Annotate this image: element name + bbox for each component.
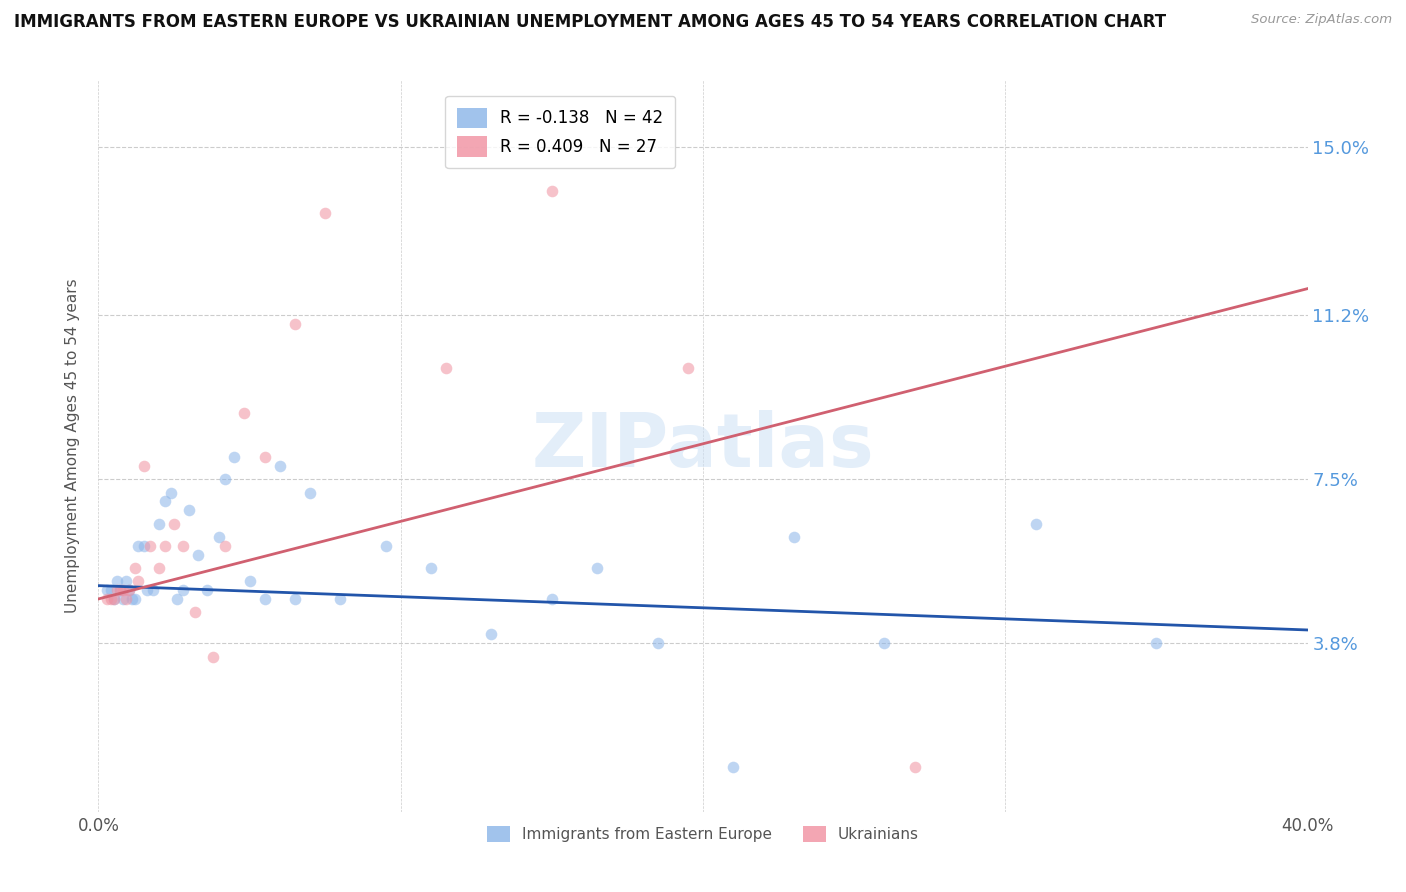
Point — [239, 574, 262, 589]
Point — [783, 530, 806, 544]
Point — [121, 591, 143, 606]
Point — [148, 516, 170, 531]
Point — [96, 583, 118, 598]
Point — [420, 561, 443, 575]
Point — [139, 539, 162, 553]
Point — [132, 458, 155, 473]
Point — [195, 583, 218, 598]
Point — [103, 591, 125, 606]
Point — [148, 561, 170, 575]
Point — [127, 539, 149, 553]
Point — [114, 591, 136, 606]
Point — [111, 591, 134, 606]
Point — [723, 760, 745, 774]
Point — [284, 317, 307, 331]
Point — [132, 539, 155, 553]
Point — [124, 591, 146, 606]
Point — [135, 583, 157, 598]
Point — [105, 574, 128, 589]
Text: IMMIGRANTS FROM EASTERN EUROPE VS UKRAINIAN UNEMPLOYMENT AMONG AGES 45 TO 54 YEA: IMMIGRANTS FROM EASTERN EUROPE VS UKRAIN… — [14, 13, 1166, 31]
Point — [253, 450, 276, 464]
Point — [481, 627, 503, 641]
Point — [434, 361, 457, 376]
Point — [153, 494, 176, 508]
Point — [202, 649, 225, 664]
Point — [284, 591, 307, 606]
Point — [124, 561, 146, 575]
Point — [100, 583, 122, 598]
Point — [108, 583, 131, 598]
Point — [172, 583, 194, 598]
Text: Source: ZipAtlas.com: Source: ZipAtlas.com — [1251, 13, 1392, 27]
Point — [179, 503, 201, 517]
Point — [269, 458, 291, 473]
Point — [214, 539, 236, 553]
Point — [904, 760, 927, 774]
Point — [108, 583, 131, 598]
Point — [111, 583, 134, 598]
Point — [586, 561, 609, 575]
Point — [142, 583, 165, 598]
Point — [540, 591, 562, 606]
Point — [1024, 516, 1046, 531]
Point — [166, 591, 188, 606]
Point — [647, 636, 669, 650]
Point — [1144, 636, 1167, 650]
Point — [172, 539, 194, 553]
Point — [329, 591, 352, 606]
Point — [114, 574, 136, 589]
Point — [100, 591, 122, 606]
Text: ZIPatlas: ZIPatlas — [531, 409, 875, 483]
Point — [118, 583, 141, 598]
Legend: Immigrants from Eastern Europe, Ukrainians: Immigrants from Eastern Europe, Ukrainia… — [481, 820, 925, 848]
Point — [299, 485, 322, 500]
Point — [374, 539, 396, 553]
Point — [232, 406, 254, 420]
Point — [224, 450, 246, 464]
Y-axis label: Unemployment Among Ages 45 to 54 years: Unemployment Among Ages 45 to 54 years — [65, 278, 80, 614]
Point — [105, 583, 128, 598]
Point — [676, 361, 699, 376]
Point — [103, 591, 125, 606]
Point — [214, 472, 236, 486]
Point — [184, 605, 207, 619]
Point — [163, 516, 186, 531]
Point — [153, 539, 176, 553]
Point — [96, 591, 118, 606]
Point — [187, 548, 209, 562]
Point — [160, 485, 183, 500]
Point — [208, 530, 231, 544]
Point — [118, 583, 141, 598]
Point — [253, 591, 276, 606]
Point — [873, 636, 896, 650]
Point — [314, 206, 336, 220]
Point — [540, 184, 562, 198]
Point — [127, 574, 149, 589]
